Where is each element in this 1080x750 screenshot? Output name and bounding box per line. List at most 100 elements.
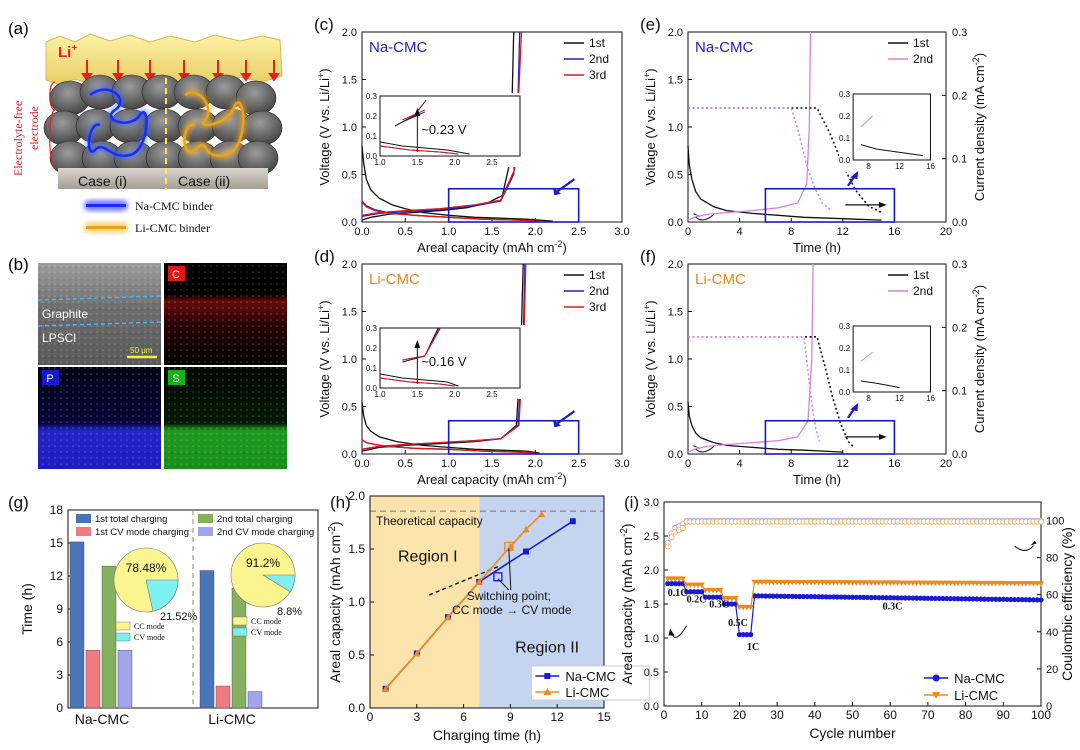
capacity-point bbox=[985, 580, 992, 587]
y-tick-label: 0.5 bbox=[668, 170, 683, 182]
x-tick-label: 4 bbox=[737, 458, 743, 470]
legend-marker bbox=[544, 673, 551, 679]
inset-y-tick: 0.0 bbox=[366, 152, 378, 161]
category-label: Na-CMC bbox=[75, 711, 129, 727]
capacity-point bbox=[872, 580, 879, 586]
y-axis-label: Areal capacity (mAh cm-2) bbox=[619, 523, 635, 684]
capacity-point bbox=[684, 589, 690, 595]
y-tick-label: 0.1 bbox=[952, 154, 967, 166]
inset-pointer-head bbox=[553, 187, 561, 196]
y-tick-label: 0.3 bbox=[952, 27, 967, 39]
pie-legend-swatch bbox=[232, 616, 248, 626]
y-tick-label: 0.0 bbox=[952, 217, 967, 229]
y-tick-label: 1.0 bbox=[348, 595, 365, 609]
x-tick-label: 1.0 bbox=[441, 226, 456, 238]
capacity-point bbox=[679, 576, 686, 582]
pie-legend-label: CV mode bbox=[134, 633, 165, 642]
series-line bbox=[687, 263, 814, 453]
capacity-point bbox=[1034, 597, 1040, 603]
axis-arrow-head bbox=[693, 445, 700, 449]
x-tick-label: 20 bbox=[940, 226, 952, 238]
capacity-point bbox=[683, 582, 690, 588]
li-arrow-head bbox=[112, 73, 124, 82]
capacity-point bbox=[789, 579, 796, 586]
x-tick-label: 4 bbox=[737, 226, 743, 238]
inset-x-tick: 2.5 bbox=[486, 390, 498, 399]
capacity-point bbox=[879, 580, 886, 586]
zoom-box bbox=[447, 419, 580, 455]
legend-label: 1st bbox=[913, 36, 930, 50]
capacity-point bbox=[838, 594, 844, 600]
bar bbox=[231, 587, 247, 709]
y-tick-label: 15 bbox=[50, 536, 64, 550]
capacity-point bbox=[1023, 597, 1029, 603]
series-line bbox=[361, 439, 536, 454]
inset-x-tick: 1.5 bbox=[412, 390, 424, 399]
inset-y-tick: 0.3 bbox=[839, 322, 851, 331]
axis-arrow bbox=[695, 214, 715, 221]
legend-label: 1st bbox=[913, 268, 930, 282]
y-axis-label: Voltage (V vs. Li/Li+) bbox=[642, 68, 658, 185]
capacity-point bbox=[887, 580, 894, 586]
capacity-point bbox=[713, 587, 720, 594]
y2-axis-label: Current density (mA cm-2) bbox=[971, 285, 987, 433]
capacity-point bbox=[796, 579, 803, 586]
x-tick-label: 2.5 bbox=[571, 226, 586, 238]
legend-label: 1st total charging bbox=[95, 514, 167, 525]
x-tick-label: 60 bbox=[884, 708, 898, 722]
y-tick-label: 1.5 bbox=[348, 542, 365, 556]
legend-swatch bbox=[198, 514, 213, 523]
legend-label: 3rd bbox=[589, 68, 606, 82]
switch-label: CC mode → CV mode bbox=[452, 603, 572, 617]
plot-frame bbox=[379, 95, 521, 157]
trend-line bbox=[429, 566, 499, 596]
rate-label: 0.3C bbox=[883, 601, 903, 612]
scale-label: 50 μm bbox=[130, 346, 153, 355]
capacity-point bbox=[909, 580, 916, 586]
li-arrow-head bbox=[81, 73, 93, 82]
pie-cc-label: 91.2% bbox=[246, 556, 280, 570]
legend-swatch bbox=[76, 527, 91, 536]
capacity-point bbox=[929, 595, 935, 601]
capacity-point bbox=[797, 593, 803, 600]
capacity-point bbox=[902, 595, 908, 601]
panel-label: (g) bbox=[8, 493, 29, 512]
data-point bbox=[382, 685, 390, 692]
na-cmc-binder-path bbox=[87, 88, 148, 158]
y-axis-label: Voltage (V vs. Li/Li+) bbox=[316, 300, 332, 417]
capacity-line bbox=[667, 578, 1041, 609]
legend-label: Li-CMC bbox=[954, 688, 998, 703]
series-line bbox=[688, 107, 831, 210]
inset-line bbox=[379, 145, 459, 155]
capacity-point bbox=[665, 581, 671, 587]
ce-point bbox=[664, 543, 671, 550]
panel-b-label: (b) bbox=[8, 255, 29, 274]
y-axis-label: Areal capacity (mAh cm-2) bbox=[327, 521, 343, 682]
y-tick-label: 12 bbox=[50, 569, 64, 583]
capacity-point bbox=[812, 594, 818, 600]
capacity-point bbox=[958, 580, 965, 587]
series-line bbox=[687, 31, 812, 221]
capacity-point bbox=[962, 580, 969, 587]
inset-annotation: ~0.16 V bbox=[421, 354, 467, 369]
x-tick-label: 100 bbox=[1031, 708, 1051, 722]
capacity-point bbox=[763, 593, 769, 599]
y-tick-label: 1.5 bbox=[668, 75, 683, 87]
y-tick-label: 1.0 bbox=[342, 122, 357, 134]
x-axis-label: Charging time (h) bbox=[433, 727, 541, 743]
data-point bbox=[444, 613, 452, 621]
capacity-point bbox=[944, 595, 950, 602]
capacity-point bbox=[936, 595, 942, 602]
legend-label: 2nd bbox=[589, 52, 609, 66]
inset-line bbox=[860, 115, 873, 128]
capacity-point bbox=[691, 589, 697, 595]
x-tick-label: 0 bbox=[685, 458, 691, 470]
capacity-point bbox=[1038, 597, 1044, 603]
region-i-label: Region I bbox=[398, 549, 458, 566]
inset-pointer-head bbox=[850, 170, 859, 180]
x-tick-label: 3.0 bbox=[614, 226, 629, 238]
x-tick-label: 9 bbox=[507, 710, 514, 724]
capacity-point bbox=[887, 595, 893, 601]
capacity-point bbox=[936, 580, 943, 587]
y-tick-label: 1.0 bbox=[342, 354, 357, 366]
